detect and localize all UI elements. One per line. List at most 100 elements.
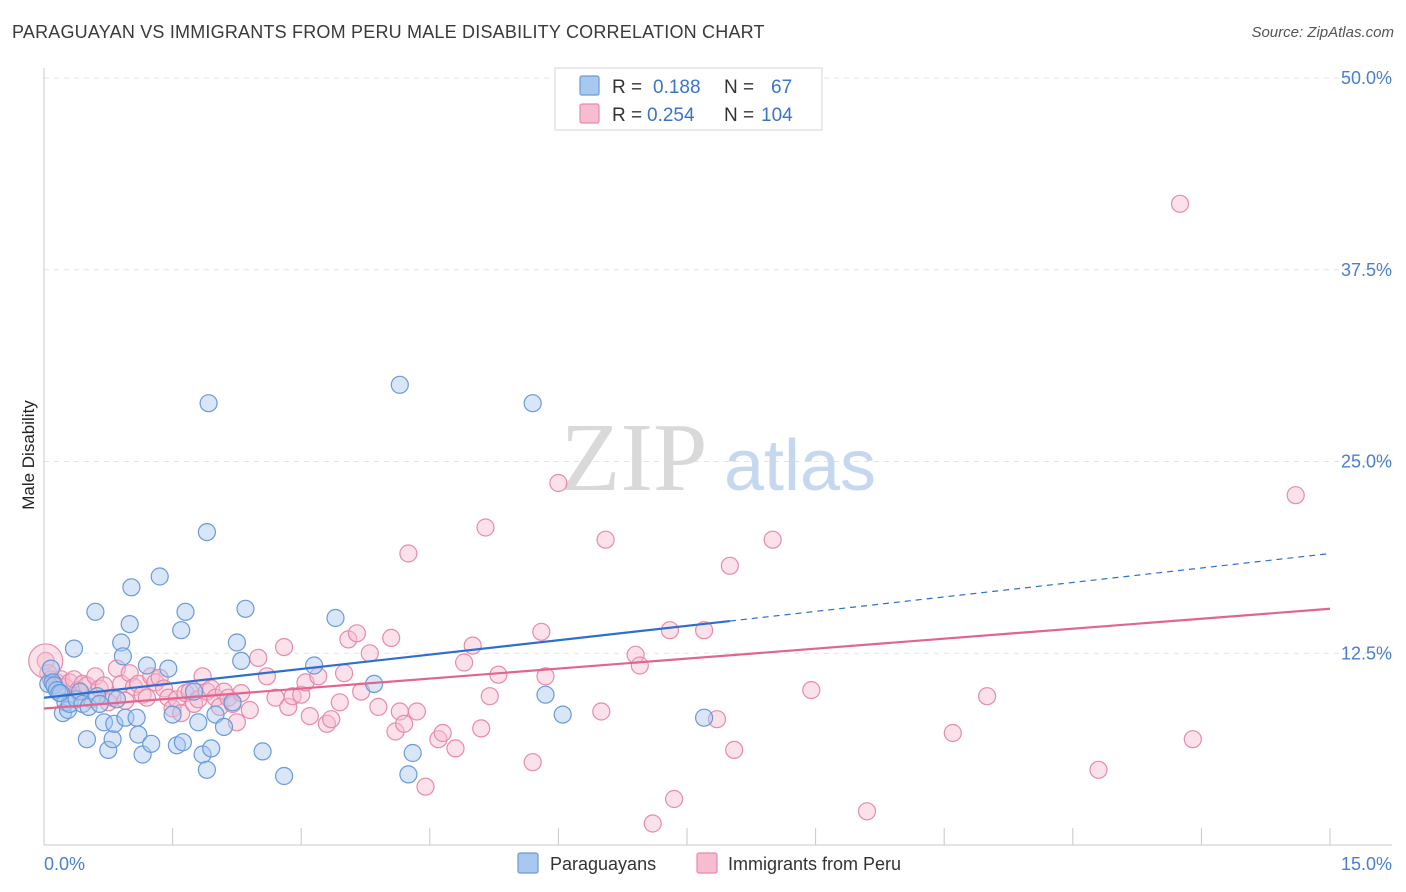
data-point: [227, 633, 246, 652]
data-point: [694, 621, 714, 640]
legend-swatch-paraguayans: [579, 75, 600, 96]
data-point: [163, 699, 182, 718]
data-point: [643, 814, 662, 833]
watermark-atlas: atlas: [724, 426, 876, 506]
data-point: [197, 522, 216, 542]
data-point: [257, 667, 276, 686]
bottom-legend-swatch-paraguayans: [517, 852, 539, 874]
x-tick-label-min: 0.0%: [44, 854, 85, 874]
data-point: [1089, 760, 1108, 779]
data-point: [694, 708, 714, 727]
legend-r-label-1: R =: [612, 77, 642, 98]
data-point: [176, 602, 195, 621]
data-point: [326, 608, 345, 628]
grid-lines: [44, 77, 1392, 654]
data-point: [977, 687, 997, 706]
bottom-legend-label-peru: Immigrants from Peru: [728, 854, 901, 874]
data-point: [857, 802, 877, 821]
data-point: [549, 473, 568, 493]
trend-line-paraguayans: [43, 619, 730, 699]
data-point: [112, 633, 131, 652]
series-paraguayans: [39, 375, 714, 786]
data-point: [322, 710, 341, 729]
trend-line-peru: [43, 607, 1331, 710]
data-point: [173, 733, 192, 752]
data-point: [472, 719, 491, 738]
data-point: [480, 687, 499, 706]
data-point: [305, 656, 324, 675]
legend-r-value-1: 0.188: [653, 77, 701, 98]
data-point: [206, 705, 225, 724]
data-point: [249, 648, 268, 668]
data-point: [399, 544, 418, 563]
legend-n-label-1: N =: [724, 77, 754, 98]
data-point: [360, 644, 379, 663]
data-point: [725, 740, 744, 760]
watermark-zip: ZIP: [561, 404, 708, 512]
data-point: [50, 683, 69, 703]
data-point: [279, 697, 298, 717]
data-point: [399, 765, 418, 784]
data-point: [127, 708, 146, 727]
data-point: [202, 739, 221, 758]
legend-n-value-1: 67: [771, 77, 792, 98]
y-tick-labels: 12.5% 25.0% 37.5% 50.0%: [1341, 68, 1392, 663]
y-tick-label: 25.0%: [1341, 452, 1392, 472]
data-point: [120, 614, 139, 634]
data-point: [347, 624, 366, 643]
data-point: [197, 760, 216, 779]
data-point: [523, 394, 542, 413]
data-point: [137, 688, 156, 707]
data-point: [199, 394, 218, 413]
y-axis-label: Male Disability: [19, 400, 38, 510]
data-point: [802, 680, 821, 700]
data-point: [137, 656, 156, 675]
data-point: [476, 518, 495, 537]
data-point: [403, 743, 422, 763]
data-point: [664, 789, 684, 809]
data-point: [1286, 486, 1305, 505]
data-point: [129, 725, 148, 744]
legend-swatch-peru: [579, 103, 600, 124]
data-point: [382, 628, 401, 648]
data-point: [395, 714, 414, 733]
y-tick-label: 50.0%: [1341, 68, 1392, 88]
data-point: [369, 697, 388, 717]
data-point: [630, 656, 649, 675]
data-point: [416, 777, 435, 796]
data-point: [159, 659, 178, 678]
data-point: [720, 556, 740, 575]
data-point: [113, 647, 133, 666]
data-point: [335, 664, 354, 683]
data-point: [172, 621, 191, 640]
data-point: [107, 690, 127, 709]
bottom-legend-label-paraguayans: Paraguayans: [550, 854, 656, 874]
chart-title: PARAGUAYAN VS IMMIGRANTS FROM PERU MALE …: [12, 22, 765, 42]
data-point: [536, 667, 555, 686]
legend-n-label-2: N =: [724, 105, 754, 126]
data-point: [163, 705, 182, 724]
data-point: [330, 693, 349, 712]
data-point: [523, 753, 542, 772]
bottom-legend-swatch-peru: [696, 852, 718, 874]
data-point: [53, 703, 73, 723]
source-credit: Source: ZipAtlas.com: [1251, 24, 1394, 41]
data-point: [64, 639, 84, 658]
data-point: [407, 702, 426, 721]
trend-lines: [43, 552, 1331, 710]
data-point: [943, 723, 962, 743]
data-point: [240, 700, 259, 720]
data-point: [763, 530, 782, 549]
x-tick-label-max: 15.0%: [1341, 854, 1392, 874]
legend-r-value-2: 0.254: [647, 105, 695, 126]
data-point: [86, 602, 105, 621]
data-point: [446, 739, 465, 758]
data-point: [236, 599, 255, 618]
data-point: [105, 714, 124, 733]
y-tick-label: 37.5%: [1341, 260, 1392, 280]
trend-line-paraguayans-extension: [729, 552, 1331, 622]
stats-legend: R = R = 0.188 0.254 N = N = 67 104: [554, 67, 823, 131]
data-point: [223, 693, 242, 712]
data-point: [214, 717, 234, 737]
